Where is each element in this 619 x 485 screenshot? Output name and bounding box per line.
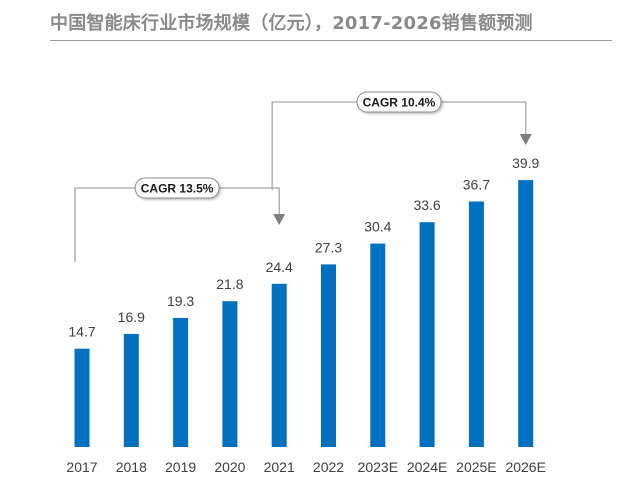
data-label-2017: 14.7 [68,324,95,340]
cagr-annotations: CAGR 13.5% CAGR 10.4% [134,91,442,199]
bar-2026E [518,180,534,447]
bar-2024E [419,222,435,447]
x-tick-2025E: 2025E [456,459,496,475]
cagr-label: CAGR 10.4% [363,96,436,110]
bar-2022 [321,264,336,447]
bar-2020 [222,301,238,447]
x-tick-2026E: 2026E [505,459,545,475]
bar-2023E [370,243,386,447]
data-label-2026E: 39.9 [512,155,539,171]
x-tick-2021: 2021 [264,459,295,475]
x-tick-2022: 2022 [313,459,344,475]
bar-series [74,180,534,447]
data-label-2018: 16.9 [118,309,145,325]
cagr-connector-line [74,187,280,262]
data-label-2021: 24.4 [266,259,293,275]
x-tick-2017: 2017 [66,459,97,475]
bar-2019 [173,317,189,447]
cagr-badge [356,91,442,113]
x-tick-2019: 2019 [165,459,196,475]
cagr-label: CAGR 13.5% [141,182,214,196]
bar-2021 [271,283,287,447]
data-label-2019: 19.3 [167,293,194,309]
x-tick-2018: 2018 [116,459,147,475]
cagr-badge [134,177,220,199]
bar-2025E [468,201,484,447]
x-tick-2024E: 2024E [407,459,447,475]
data-label-2024E: 33.6 [413,197,440,213]
data-labels: 14.7 16.9 19.3 21.8 24.4 27.3 30.4 33.6 36.7 39.9 [68,155,539,340]
bar-2018 [123,333,139,447]
title-divider [50,40,612,41]
bar-2017 [74,348,90,447]
down-arrow-icon [519,134,532,145]
data-label-2022: 27.3 [315,239,342,255]
x-tick-2023E: 2023E [358,459,398,475]
data-label-2023E: 30.4 [364,219,391,235]
data-label-2025E: 36.7 [463,177,490,193]
data-label-2020: 21.8 [216,276,243,292]
chart-title: 中国智能床行业市场规模（亿元），2017-2026销售额预测 [50,13,533,34]
down-arrow-icon [273,214,286,225]
x-axis-ticks: 2017 2018 2019 2020 2021 2022 2023E 2024E 2025E 2… [66,459,546,475]
x-tick-2020: 2020 [214,459,245,475]
